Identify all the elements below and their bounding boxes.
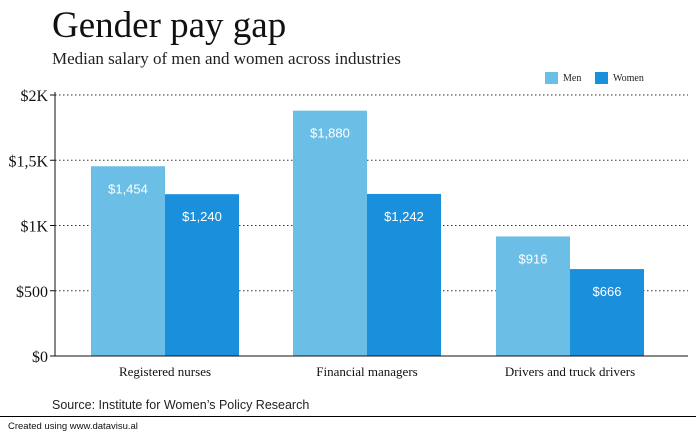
chart-subtitle: Median salary of men and women across in… — [52, 49, 401, 68]
data-label: $666 — [593, 284, 622, 299]
source-note: Source: Institute for Women’s Policy Res… — [52, 398, 310, 412]
chart-title: Gender pay gap — [52, 5, 287, 46]
legend-swatch-women — [595, 72, 608, 84]
bar-men — [496, 236, 570, 356]
data-label: $1,240 — [182, 209, 222, 224]
footer-divider — [0, 416, 696, 417]
data-label: $1,242 — [384, 209, 424, 224]
data-label: $916 — [519, 251, 548, 266]
footer-credit: Created using www.datavisu.al — [8, 421, 138, 432]
data-label: $1,454 — [108, 181, 148, 196]
y-tick-label: $500 — [16, 284, 48, 301]
legend-label-women: Women — [613, 72, 644, 84]
legend-item-men: Men — [545, 72, 581, 84]
bar-chart: $0 $500 $1K $1,5K $2K $1,454 $1,240 Registered … — [8, 88, 688, 379]
bar-women — [570, 269, 644, 356]
legend-swatch-men — [545, 72, 558, 84]
legend-label-men: Men — [563, 72, 582, 84]
y-tick-label: $1K — [20, 219, 48, 236]
legend-item-women: Women — [595, 72, 644, 84]
y-tick-label: $0 — [32, 349, 48, 366]
x-tick-label: Drivers and truck drivers — [505, 364, 635, 379]
y-tick-label: $1,5K — [8, 153, 48, 170]
bar-women — [367, 193, 441, 356]
bar-men — [91, 166, 165, 356]
bar-men — [293, 110, 367, 356]
data-label: $1,880 — [310, 126, 350, 141]
y-tick-label: $2K — [20, 88, 48, 105]
bar-women — [165, 194, 239, 356]
x-tick-label: Registered nurses — [119, 364, 211, 379]
x-tick-label: Financial managers — [316, 364, 417, 379]
